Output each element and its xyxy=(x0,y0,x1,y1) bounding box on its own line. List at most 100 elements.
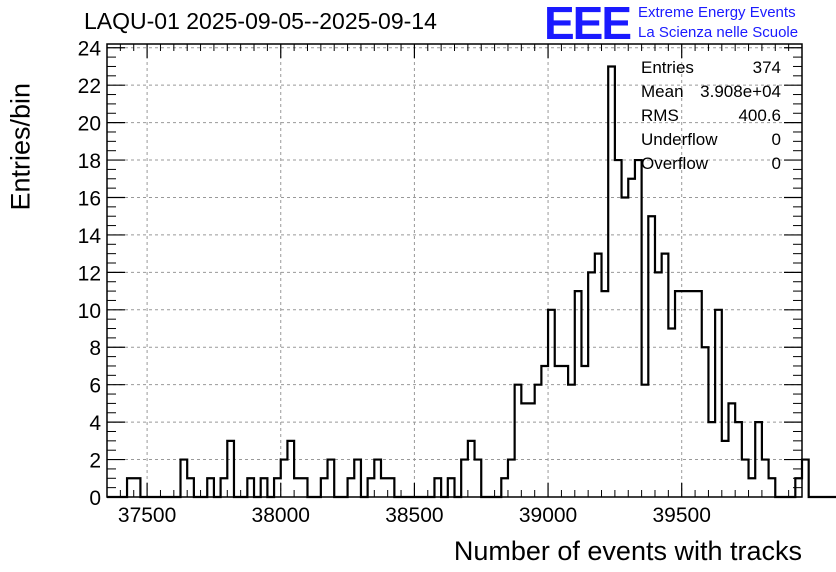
stat-label: Underflow xyxy=(641,130,718,149)
histogram-bin xyxy=(642,385,649,497)
histogram-bin xyxy=(575,291,582,497)
histogram-bin xyxy=(227,441,234,497)
histogram-bin xyxy=(541,366,548,497)
stat-label: Overflow xyxy=(641,154,709,173)
histogram-bin xyxy=(134,478,141,497)
histogram-bin xyxy=(568,385,575,497)
histogram-bin xyxy=(321,478,328,497)
histogram-bin xyxy=(475,460,482,497)
histogram-bin xyxy=(581,366,588,497)
y-tick-label: 8 xyxy=(89,337,101,360)
stat-underflow: Underflow 0 xyxy=(641,130,781,154)
histogram-bin xyxy=(608,66,615,497)
logo-line-1: Extreme Energy Events xyxy=(638,4,796,21)
y-tick-label: 12 xyxy=(78,262,101,285)
x-tick-label: 37500 xyxy=(118,504,176,527)
histogram-bin xyxy=(301,478,308,497)
histogram-bin xyxy=(515,385,522,497)
stat-mean: Mean 3.908e+04 xyxy=(641,82,781,106)
y-tick-label: 6 xyxy=(89,375,101,398)
histogram-bin xyxy=(207,478,214,497)
histogram-bin xyxy=(287,441,294,497)
stat-rms: RMS 400.6 xyxy=(641,106,781,130)
histogram-bin xyxy=(688,291,695,497)
y-tick-label: 24 xyxy=(78,38,102,61)
histogram-bin xyxy=(742,460,749,497)
stat-value: 3.908e+04 xyxy=(700,82,781,101)
histogram-bin xyxy=(535,385,542,497)
histogram-bin xyxy=(595,254,602,497)
histogram-bin xyxy=(461,460,468,497)
histogram-bin xyxy=(628,179,635,497)
histogram-bin xyxy=(294,478,301,497)
y-tick-label: 2 xyxy=(89,450,101,473)
stat-value: 0 xyxy=(771,130,781,149)
histogram-bin xyxy=(728,403,735,497)
histogram-bin xyxy=(528,403,535,497)
histogram-bin xyxy=(368,478,375,497)
histogram-bin xyxy=(348,478,355,497)
histogram-bin xyxy=(695,291,702,497)
histogram-bin xyxy=(762,460,769,497)
histogram-bin xyxy=(555,366,562,497)
histogram-bin xyxy=(755,422,762,497)
stat-value: 0 xyxy=(771,154,781,173)
histogram-bin xyxy=(281,460,288,497)
histogram-bin xyxy=(722,441,729,497)
y-tick-label: 16 xyxy=(78,187,101,210)
eee-logo: EEE xyxy=(544,0,632,49)
y-axis-label-wrap: Entries/bin xyxy=(6,83,36,211)
histogram-bin xyxy=(682,291,689,497)
histogram-bin xyxy=(648,216,655,497)
histogram-bin xyxy=(735,422,742,497)
histogram-bin xyxy=(381,478,388,497)
histogram-bin xyxy=(802,460,809,497)
x-axis-label: Number of events with tracks xyxy=(453,536,802,566)
stat-entries: Entries 374 xyxy=(641,58,781,82)
histogram-bin xyxy=(708,422,715,497)
stat-value: 400.6 xyxy=(738,106,781,125)
histogram-bin xyxy=(655,272,662,497)
histogram-bin xyxy=(749,478,756,497)
histogram-bin xyxy=(501,478,508,497)
histogram-bin xyxy=(247,478,254,497)
y-tick-label: 4 xyxy=(89,412,101,435)
x-tick-label: 38000 xyxy=(252,504,310,527)
stat-label: Entries xyxy=(641,58,694,77)
histogram-bin xyxy=(622,197,629,497)
stats-box: Entries 374 Mean 3.908e+04 RMS 400.6 Und… xyxy=(641,58,781,178)
histogram-bin xyxy=(548,310,555,497)
histogram-bin xyxy=(374,460,381,497)
histogram-bin xyxy=(508,460,515,497)
y-tick-label: 14 xyxy=(78,225,102,248)
histogram-bin xyxy=(127,478,134,497)
histogram-bin xyxy=(434,478,441,497)
histogram-bin xyxy=(388,478,395,497)
x-tick-label: 39500 xyxy=(653,504,711,527)
histogram-bin xyxy=(615,160,622,497)
histogram-bin xyxy=(468,441,475,497)
y-tick-label: 0 xyxy=(89,487,101,510)
histogram-bin xyxy=(668,329,675,497)
histogram-bin xyxy=(602,291,609,497)
stat-label: RMS xyxy=(641,106,679,125)
histogram-bin xyxy=(588,272,595,497)
y-tick-label: 22 xyxy=(78,75,101,98)
histogram-bin xyxy=(181,460,188,497)
histogram-bin xyxy=(521,403,528,497)
histogram-bin xyxy=(769,478,776,497)
histogram-bin xyxy=(448,478,455,497)
histogram-bin xyxy=(662,254,669,497)
histogram-bin xyxy=(261,478,268,497)
histogram-bin xyxy=(274,478,281,497)
histogram-bin xyxy=(675,291,682,497)
axis-ticks: 37500 38000 38500 39000 39500024681012141618… xyxy=(78,38,802,527)
histogram-bin xyxy=(635,160,642,497)
y-tick-label: 20 xyxy=(78,113,101,136)
x-tick-label: 38500 xyxy=(385,504,443,527)
histogram-bin xyxy=(187,478,194,497)
histogram-bin xyxy=(354,460,361,497)
histogram-bin xyxy=(221,478,228,497)
logo-line-2: La Scienza nelle Scuole xyxy=(638,24,799,41)
